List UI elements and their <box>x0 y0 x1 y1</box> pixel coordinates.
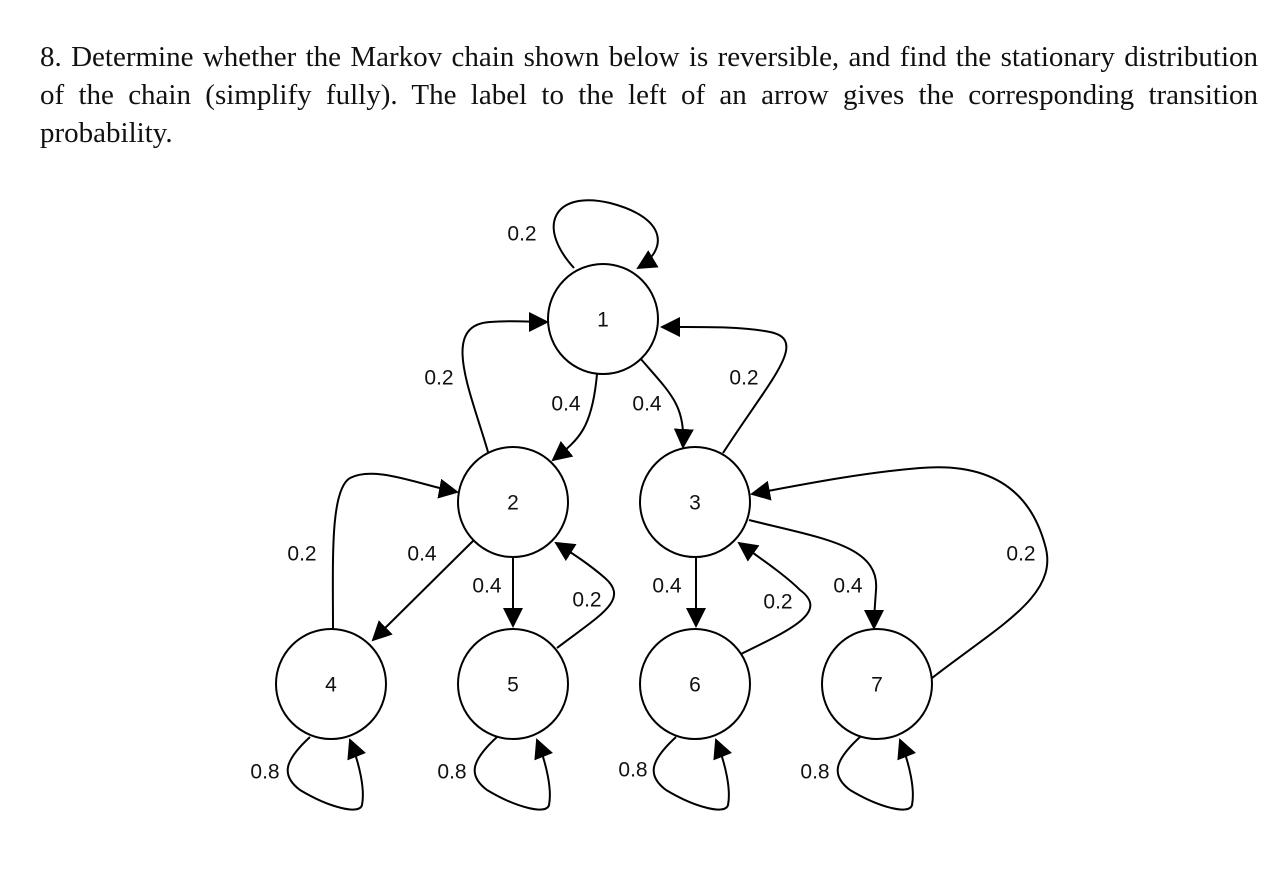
edge-label-1-2: 0.4 <box>551 393 581 416</box>
edge-label-3-1: 0.2 <box>729 367 758 390</box>
edge-label-5-5: 0.8 <box>437 761 466 784</box>
edge-label-7-3: 0.2 <box>1006 543 1035 566</box>
edge-3-1 <box>662 327 786 453</box>
edge-label-3-6: 0.4 <box>652 575 682 598</box>
node-label-7: 7 <box>871 674 883 697</box>
edge-5-5 <box>475 737 550 810</box>
edge-label-1-3: 0.4 <box>632 393 662 416</box>
node-label-1: 1 <box>597 309 609 332</box>
edge-label-4-2: 0.2 <box>287 543 316 566</box>
edge-label-6-6: 0.8 <box>618 759 647 782</box>
edge-1-1 <box>554 200 658 268</box>
edge-label-7-7: 0.8 <box>800 761 829 784</box>
edge-label-2-1: 0.2 <box>424 367 453 390</box>
node-label-5: 5 <box>507 674 519 697</box>
edge-label-2-4: 0.4 <box>407 543 437 566</box>
node-label-2: 2 <box>507 492 519 515</box>
edge-2-1 <box>463 321 547 452</box>
node-label-6: 6 <box>689 674 701 697</box>
edge-label-1-1: 0.2 <box>507 223 536 246</box>
edge-4-4 <box>288 737 363 810</box>
edge-label-3-7: 0.4 <box>833 575 863 598</box>
edge-label-6-3: 0.2 <box>763 591 792 614</box>
edge-label-4-4: 0.8 <box>250 761 279 784</box>
edge-7-7 <box>838 737 913 810</box>
edge-6-6 <box>654 737 729 810</box>
node-label-3: 3 <box>689 492 701 515</box>
edge-1-2 <box>553 374 597 460</box>
node-label-4: 4 <box>325 674 337 697</box>
edge-4-2 <box>333 474 457 630</box>
edge-label-5-2: 0.2 <box>572 589 601 612</box>
edge-label-2-5: 0.4 <box>472 575 502 598</box>
